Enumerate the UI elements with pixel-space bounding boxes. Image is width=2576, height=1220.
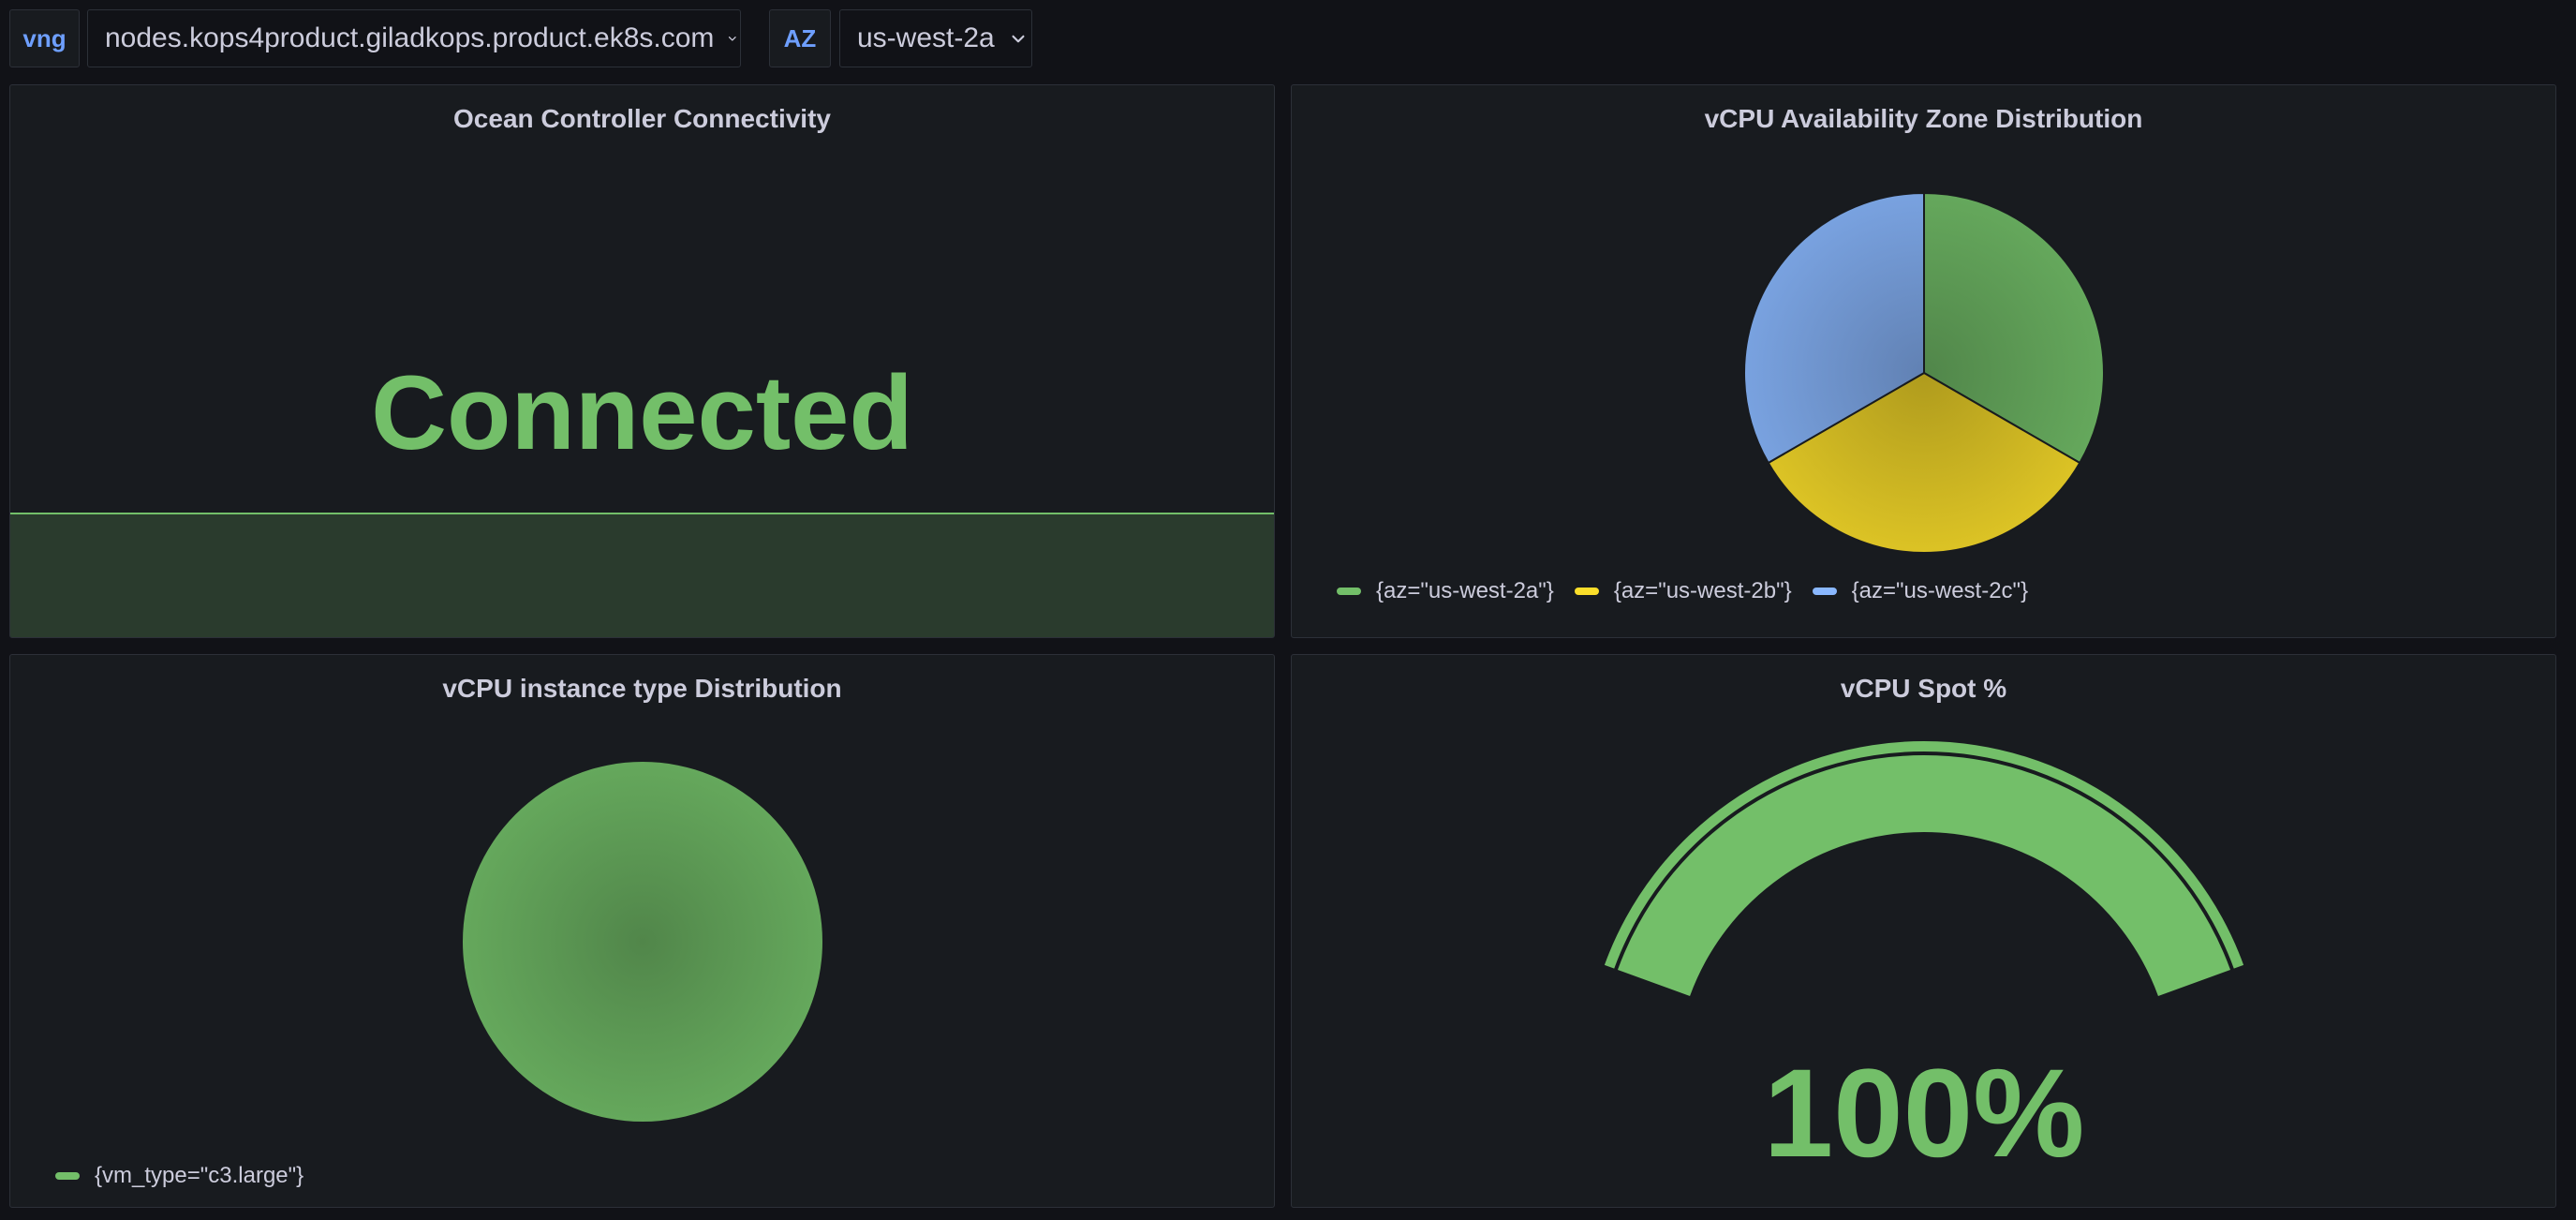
dashboard-variables-bar: vng nodes.kops4product.giladkops.product… bbox=[0, 0, 2576, 82]
panel-title[interactable]: vCPU instance type Distribution bbox=[442, 674, 842, 703]
pie-slice[interactable] bbox=[1767, 372, 2081, 554]
chevron-down-icon bbox=[1012, 35, 1025, 43]
instance-type-pie-chart bbox=[463, 762, 822, 1122]
legend-item[interactable]: {az="us-west-2b"} bbox=[1574, 578, 1792, 604]
az-pie-chart bbox=[1743, 192, 2105, 554]
legend-label: {vm_type="c3.large"} bbox=[95, 1163, 304, 1188]
vng-variable-label: vng bbox=[9, 9, 80, 67]
instance-type-panel[interactable]: vCPU instance type Distribution {vm_type… bbox=[9, 654, 1275, 1208]
legend-swatch bbox=[1812, 588, 1837, 595]
legend-item[interactable]: {az="us-west-2c"} bbox=[1812, 578, 2029, 604]
spot-panel[interactable]: vCPU Spot % 100% bbox=[1291, 654, 2556, 1208]
panel-title[interactable]: vCPU Spot % bbox=[1840, 674, 2007, 703]
pie-slice[interactable] bbox=[1743, 192, 1925, 464]
legend-item[interactable]: {vm_type="c3.large"} bbox=[55, 1163, 303, 1189]
az-variable-value: us-west-2a bbox=[857, 22, 995, 53]
legend-swatch bbox=[55, 1172, 80, 1180]
pie-slice[interactable] bbox=[463, 762, 822, 1122]
az-variable-select[interactable]: us-west-2a bbox=[839, 9, 1032, 67]
az-variable-label: AZ bbox=[769, 9, 831, 67]
legend-label: {az="us-west-2b"} bbox=[1613, 578, 1792, 603]
vng-variable-select[interactable]: nodes.kops4product.giladkops.product.ek8… bbox=[87, 9, 741, 67]
gauge-value-arc bbox=[1617, 755, 2231, 997]
spot-gauge: 100% bbox=[1604, 741, 2244, 1183]
connectivity-panel[interactable]: Ocean Controller Connectivity Connected bbox=[9, 84, 1275, 638]
legend-swatch bbox=[1337, 588, 1361, 595]
instance-type-pie-legend: {vm_type="c3.large"} bbox=[55, 1163, 324, 1189]
az-pie-legend: {az="us-west-2a"} {az="us-west-2b"} {az="u… bbox=[1337, 578, 2049, 604]
legend-label: {az="us-west-2c"} bbox=[1851, 578, 2029, 603]
legend-label: {az="us-west-2a"} bbox=[1376, 578, 1554, 603]
connectivity-sparkline bbox=[10, 513, 1274, 637]
pie-slice[interactable] bbox=[1923, 192, 2105, 464]
gauge-value-label: 100% bbox=[1764, 1044, 2085, 1183]
az-distribution-panel[interactable]: vCPU Availability Zone Distribution {az=… bbox=[1291, 84, 2556, 638]
connectivity-stat-value: Connected bbox=[371, 354, 913, 471]
legend-item[interactable]: {az="us-west-2a"} bbox=[1337, 578, 1554, 604]
chevron-down-icon bbox=[729, 37, 737, 41]
panel-title[interactable]: Ocean Controller Connectivity bbox=[453, 104, 831, 133]
panel-title[interactable]: vCPU Availability Zone Distribution bbox=[1704, 104, 2143, 133]
legend-swatch bbox=[1574, 588, 1599, 595]
vng-variable-value: nodes.kops4product.giladkops.product.ek8… bbox=[105, 22, 715, 53]
